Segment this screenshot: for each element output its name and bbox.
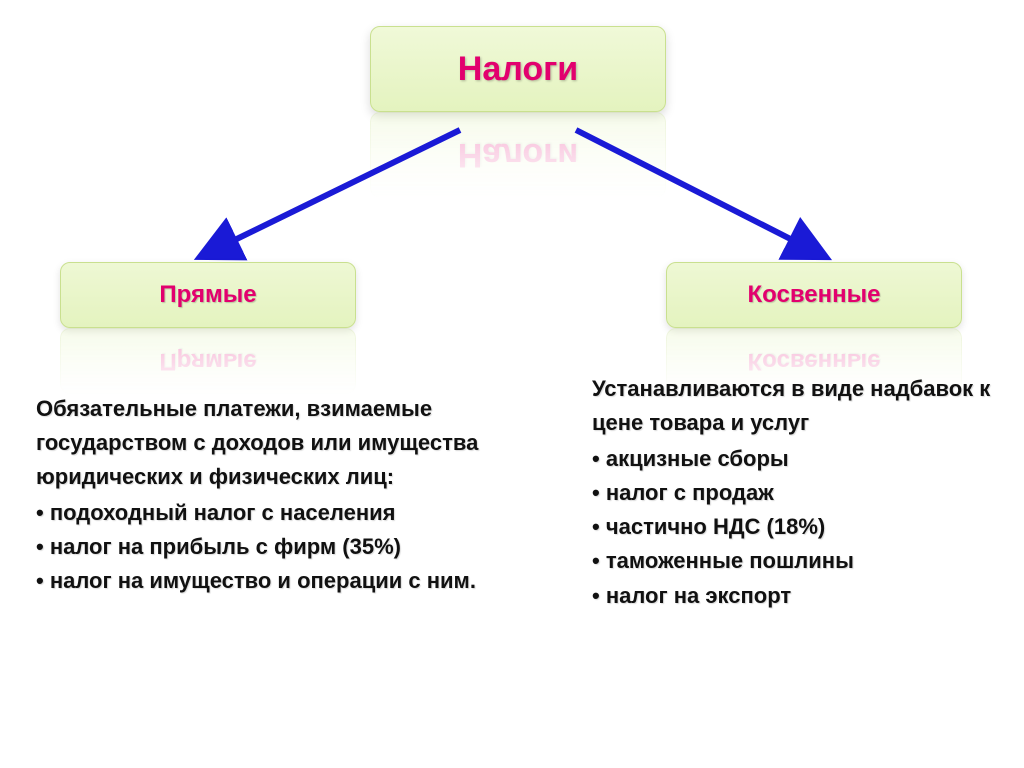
- root-node-reflection: Налоги: [370, 112, 666, 198]
- list-item: подоходный налог с населения: [36, 496, 506, 530]
- root-node: Налоги: [370, 26, 666, 112]
- list-item: таможенные пошлины: [592, 544, 992, 578]
- left-node: Прямые: [60, 262, 356, 328]
- right-desc-intro: Устанавливаются в виде надбавок к цене т…: [592, 372, 992, 440]
- left-desc-intro: Обязательные платежи, взимаемые государс…: [36, 392, 506, 494]
- left-label: Прямые: [159, 281, 256, 309]
- list-item: налог с продаж: [592, 476, 992, 510]
- list-item: частично НДС (18%): [592, 510, 992, 544]
- arrow-right: [576, 130, 816, 252]
- list-item: налог на имущество и операции с ним.: [36, 564, 506, 598]
- right-node: Косвенные: [666, 262, 962, 328]
- list-item: акцизные сборы: [592, 442, 992, 476]
- right-description: Устанавливаются в виде надбавок к цене т…: [592, 372, 992, 613]
- root-label: Налоги: [458, 50, 578, 89]
- left-description: Обязательные платежи, взимаемые государс…: [36, 392, 506, 599]
- arrow-left: [210, 130, 460, 252]
- list-item: налог на экспорт: [592, 579, 992, 613]
- right-label: Косвенные: [748, 281, 881, 309]
- left-node-reflection: Прямые: [60, 328, 356, 394]
- list-item: налог на прибыль с фирм (35%): [36, 530, 506, 564]
